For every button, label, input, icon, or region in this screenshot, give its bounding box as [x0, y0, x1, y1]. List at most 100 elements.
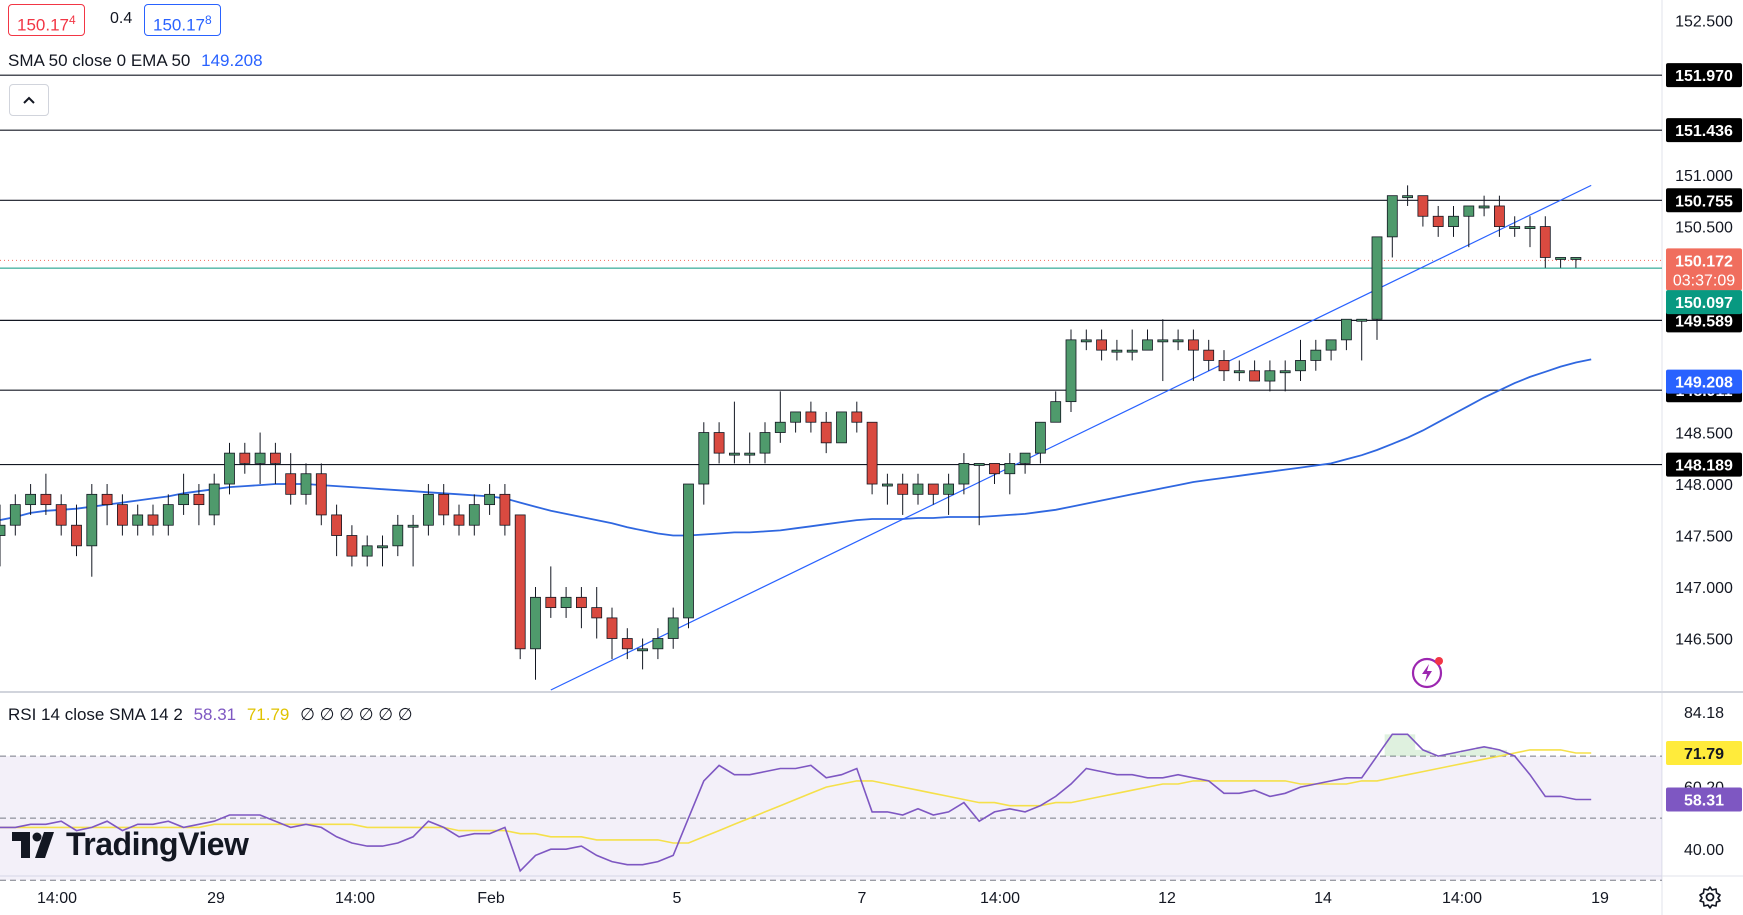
candle-up[interactable]: [484, 484, 496, 515]
candle-up[interactable]: [377, 535, 388, 567]
rsi-sma-line[interactable]: [0, 749, 1592, 844]
candle-down[interactable]: [621, 628, 633, 660]
candle-up[interactable]: [132, 504, 144, 536]
candle-up[interactable]: [1264, 360, 1276, 392]
candle-up[interactable]: [422, 484, 434, 536]
candle-up[interactable]: [790, 411, 801, 433]
candle-up[interactable]: [407, 514, 419, 567]
candle-up[interactable]: [162, 494, 174, 536]
candle-up[interactable]: [652, 628, 664, 660]
collapse-legend-button[interactable]: [9, 84, 49, 116]
candle-down[interactable]: [285, 453, 297, 505]
candle-up[interactable]: [1279, 360, 1291, 392]
ema-50-line[interactable]: [0, 358, 1592, 537]
lightning-icon[interactable]: [1411, 655, 1445, 689]
candle-down[interactable]: [866, 421, 878, 495]
candle-down[interactable]: [346, 525, 358, 567]
candle-up[interactable]: [468, 494, 480, 536]
candle-down[interactable]: [40, 473, 52, 515]
candle-down[interactable]: [591, 587, 603, 639]
candle-down[interactable]: [606, 607, 618, 660]
candle-up[interactable]: [958, 453, 970, 495]
candle-up[interactable]: [1019, 452, 1031, 474]
candle-up[interactable]: [9, 494, 21, 536]
candle-down[interactable]: [239, 442, 251, 474]
candle-down[interactable]: [499, 484, 511, 536]
candle-down[interactable]: [438, 484, 450, 526]
candle-up[interactable]: [1310, 339, 1322, 371]
candle-up[interactable]: [560, 587, 572, 618]
ask-price-box[interactable]: 150.178: [144, 4, 221, 36]
candle-up[interactable]: [254, 432, 266, 485]
rsi-line[interactable]: [0, 733, 1592, 873]
candle-up[interactable]: [1555, 257, 1566, 268]
candle-up[interactable]: [300, 463, 312, 505]
candle-down[interactable]: [1494, 195, 1505, 237]
candle-down[interactable]: [1432, 205, 1444, 237]
candle-down[interactable]: [71, 504, 82, 557]
candle-down[interactable]: [545, 566, 557, 618]
candle-down[interactable]: [897, 473, 909, 515]
candle-up[interactable]: [1050, 391, 1062, 423]
candle-up[interactable]: [729, 401, 740, 464]
candle-up[interactable]: [1004, 453, 1016, 495]
candle-up[interactable]: [1371, 236, 1383, 340]
candle-up[interactable]: [1570, 257, 1582, 268]
rsi-legend[interactable]: RSI 14 close SMA 14 2 58.31 71.79 ∅ ∅ ∅ …: [8, 705, 413, 725]
candle-up[interactable]: [1478, 195, 1490, 217]
candle-up[interactable]: [1233, 360, 1245, 382]
candle-down[interactable]: [101, 484, 113, 526]
candle-down[interactable]: [851, 401, 863, 433]
candle-down[interactable]: [576, 587, 587, 629]
candle-down[interactable]: [117, 494, 128, 536]
candle-up[interactable]: [1341, 318, 1352, 351]
bid-price-box[interactable]: 150.174: [8, 4, 85, 36]
tradingview-logo[interactable]: TradingView: [12, 826, 249, 863]
candle-down[interactable]: [1539, 216, 1551, 268]
candle-up[interactable]: [698, 422, 710, 505]
candle-up[interactable]: [361, 535, 373, 567]
candle-up[interactable]: [882, 473, 893, 505]
gear-icon[interactable]: [1698, 885, 1722, 909]
candle-down[interactable]: [989, 463, 1000, 485]
candle-up[interactable]: [943, 473, 954, 515]
candle-down[interactable]: [927, 483, 939, 505]
candle-up[interactable]: [1126, 329, 1138, 361]
candle-down[interactable]: [820, 411, 832, 454]
candle-up[interactable]: [1065, 329, 1077, 412]
candle-up[interactable]: [836, 411, 847, 444]
candle-down[interactable]: [315, 463, 327, 526]
candle-up[interactable]: [912, 473, 924, 505]
candle-up[interactable]: [1509, 216, 1521, 237]
candle-up[interactable]: [86, 484, 98, 577]
candle-up[interactable]: [744, 432, 756, 464]
candle-up[interactable]: [25, 484, 37, 515]
candle-up[interactable]: [0, 504, 6, 567]
candle-down[interactable]: [1203, 339, 1215, 371]
candle-up[interactable]: [1111, 339, 1123, 361]
candle-up[interactable]: [1356, 318, 1368, 361]
candle-down[interactable]: [1249, 360, 1260, 382]
candle-up[interactable]: [1157, 319, 1169, 382]
candle-up[interactable]: [973, 463, 985, 526]
candle-up[interactable]: [759, 422, 771, 464]
candle-down[interactable]: [453, 504, 465, 536]
candle-up[interactable]: [637, 638, 648, 670]
candle-down[interactable]: [193, 484, 205, 526]
candle-down[interactable]: [805, 401, 817, 433]
candle-down[interactable]: [147, 504, 159, 536]
candle-up[interactable]: [1386, 195, 1398, 258]
candle-down[interactable]: [713, 422, 725, 464]
candle-up[interactable]: [774, 391, 786, 443]
candle-up[interactable]: [667, 607, 679, 649]
candle-up[interactable]: [392, 514, 404, 557]
candle-down[interactable]: [269, 442, 281, 485]
candle-up[interactable]: [208, 473, 220, 526]
candle-down[interactable]: [331, 504, 343, 557]
candle-down[interactable]: [1417, 195, 1429, 227]
candle-up[interactable]: [1142, 329, 1153, 351]
candle-up[interactable]: [1463, 205, 1475, 248]
candle-up[interactable]: [178, 473, 190, 515]
candle-down[interactable]: [55, 494, 67, 536]
candle-up[interactable]: [1524, 216, 1536, 248]
